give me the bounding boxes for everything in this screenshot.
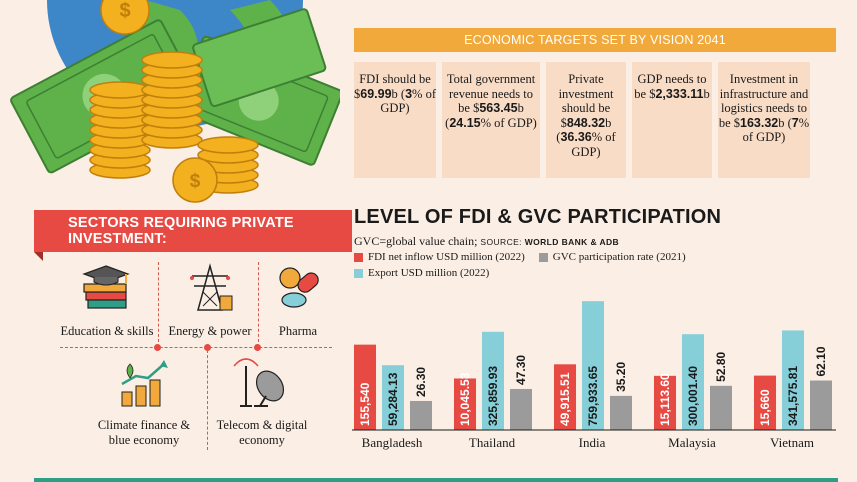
divider — [60, 347, 332, 348]
fdi-gvc-bar-chart: 155,540 59,284.13 26.30 Bangladesh 10,045.53… — [352, 301, 836, 450]
bar-bangladesh-2 — [410, 400, 432, 430]
money-coins-illustration: $ $ — [0, 0, 340, 205]
data-label-vietnam-0: 15,660 — [758, 389, 772, 426]
data-label-vietnam-2: 62.10 — [814, 346, 828, 376]
category-label-malaysia: Malaysia — [668, 435, 716, 450]
bar-india-2 — [610, 395, 632, 430]
target-card-private-investment: Private investment should be $848.32b (3… — [546, 62, 626, 178]
divider-dot — [154, 344, 161, 351]
data-label-bangladesh-0: 155,540 — [358, 382, 372, 426]
legend-swatch — [354, 252, 363, 262]
chart-subtitle: GVC=global value chain; SOURCE: WORLD BA… — [354, 234, 620, 248]
data-label-malaysia-2: 52.80 — [714, 351, 728, 381]
target-card-infrastructure: Investment in infrastructure and logisti… — [718, 62, 810, 178]
bar-malaysia-2 — [710, 385, 732, 430]
data-label-vietnam-1: 341,575.81 — [786, 366, 800, 426]
vision-header: ECONOMIC TARGETS SET BY VISION 2041 — [354, 28, 836, 52]
bar-bangladesh-0 — [354, 344, 376, 430]
legend-item-fdi: FDI net inflow USD million (2022) — [354, 251, 525, 263]
target-card-gdp: GDP needs to be $2,333.11b — [632, 62, 712, 178]
bottom-rule — [34, 478, 838, 482]
category-label-vietnam: Vietnam — [770, 435, 814, 450]
data-label-india-0: 49,915.51 — [558, 372, 572, 426]
divider — [158, 262, 159, 342]
legend-item-export: Export USD million (2022) — [354, 267, 489, 279]
chart-title: LEVEL OF FDI & GVC PARTICIPATION — [354, 206, 722, 228]
svg-text:$: $ — [190, 171, 201, 192]
pills-icon — [276, 262, 322, 319]
data-label-thailand-2: 47.30 — [514, 355, 528, 385]
chart-legend: Export USD million (2022) — [354, 267, 503, 279]
source-label: SOURCE: — [480, 237, 522, 247]
divider-dot — [254, 344, 261, 351]
legend-swatch — [538, 252, 548, 262]
bar-vietnam-0 — [754, 375, 776, 430]
bar-malaysia-0 — [654, 375, 676, 430]
data-label-malaysia-1: 300,001.40 — [686, 366, 700, 426]
category-label-india: India — [579, 435, 606, 450]
plant-coins-growth-icon — [118, 358, 172, 415]
data-label-india-1: 759,933.65 — [586, 366, 600, 426]
data-label-bangladesh-1: 59,284.13 — [386, 372, 400, 426]
bar-malaysia-1 — [682, 334, 704, 430]
data-label-india-2: 35.20 — [614, 362, 628, 392]
chart-legend: FDI net inflow USD million (2022) GVC pa… — [354, 251, 700, 263]
divider-dot — [204, 344, 211, 351]
bar-vietnam-2 — [810, 380, 832, 430]
legend-item-gvc: GVC participation rate (2021) — [538, 251, 686, 263]
sector-label-telecom: Telecom & digital economy — [216, 418, 308, 447]
bar-bangladesh-1 — [382, 365, 404, 430]
data-label-thailand-1: 325,859.93 — [486, 366, 500, 426]
bar-india-0 — [554, 364, 576, 430]
bar-vietnam-1 — [782, 330, 804, 430]
sector-label-pharma: Pharma — [278, 324, 318, 338]
target-card-fdi: FDI should be $69.99b (3% of GDP) — [354, 62, 436, 178]
sector-label-energy: Energy & power — [168, 324, 252, 338]
bar-thailand-2 — [510, 388, 532, 430]
category-label-bangladesh: Bangladesh — [362, 435, 423, 450]
data-label-thailand-0: 10,045.53 — [458, 372, 472, 426]
divider — [207, 350, 208, 450]
category-label-thailand: Thailand — [469, 435, 516, 450]
bar-thailand-1 — [482, 331, 504, 430]
money-coins-icon: $ $ — [10, 0, 340, 203]
divider — [258, 262, 259, 342]
sector-label-education: Education & skills — [60, 324, 154, 338]
data-label-bangladesh-2: 26.30 — [414, 367, 428, 397]
svg-text:$: $ — [119, 0, 130, 22]
source-name: WORLD BANK & ADB — [524, 237, 620, 247]
sector-label-climate: Climate finance & blue economy — [97, 418, 191, 447]
power-tower-icon — [184, 262, 236, 319]
bar-thailand-0 — [454, 378, 476, 430]
target-card-revenue: Total government revenue needs to be $56… — [442, 62, 540, 178]
graduation-books-icon — [80, 262, 132, 319]
sectors-header: SECTORS REQUIRING PRIVATE INVESTMENT: — [34, 210, 352, 261]
data-label-malaysia-0: 15,113.60 — [658, 373, 672, 426]
satellite-dish-icon — [232, 356, 286, 415]
bar-india-1 — [582, 301, 604, 430]
legend-swatch — [354, 268, 363, 278]
